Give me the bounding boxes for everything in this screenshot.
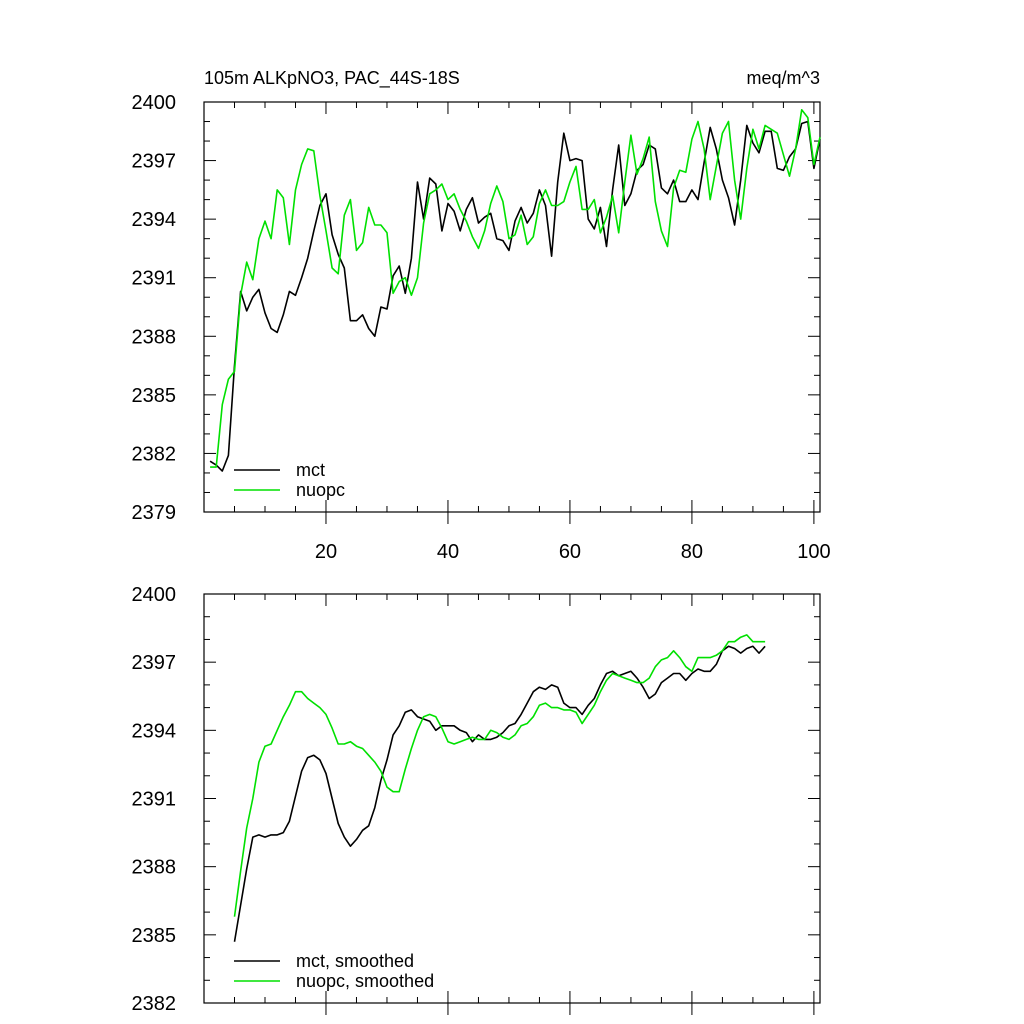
legend-label: nuopc: [296, 480, 345, 500]
y-tick-label: 2397: [132, 652, 177, 674]
legend-label: nuopc, smoothed: [296, 971, 434, 991]
y-tick-label: 2382: [132, 443, 177, 465]
y-tick-label: 2388: [132, 857, 177, 879]
y-tick-label: 2394: [132, 209, 177, 231]
top-raw-panel: 2379 2382 2385 2388 2391 2394 2397 2400 20 40 60 80…: [132, 92, 831, 563]
units-label: meq/m^3: [747, 68, 820, 88]
y-tick-label: 2400: [132, 584, 177, 606]
y-tick-label: 2391: [132, 268, 177, 290]
y-tick-label: 2379: [132, 502, 177, 524]
plot-frame: [203, 101, 821, 513]
y-tick-label: 2385: [132, 385, 177, 407]
series-line-mct: [233, 645, 766, 942]
x-tick-label: 20: [315, 541, 337, 563]
y-tick-label: 2391: [132, 789, 177, 811]
y-tick-label: 2397: [132, 151, 177, 173]
series-line-mct: [209, 120, 821, 472]
plot-frame: [203, 593, 821, 1004]
x-tick-label: 60: [559, 541, 581, 563]
series-line-nuopc: [233, 634, 766, 917]
y-tick-label: 2385: [132, 925, 177, 947]
y-tick-label: 2394: [132, 720, 177, 742]
legend-label: mct, smoothed: [296, 951, 414, 971]
legend-label: mct: [296, 460, 325, 480]
y-tick-label: 2382: [132, 993, 177, 1015]
x-tick-label: 100: [797, 541, 830, 563]
bottom-smoothed-panel: 2382 2385 2388 2391 2394 2397 2400 mct, smoothe…: [132, 584, 821, 1015]
y-tick-label: 2388: [132, 326, 177, 348]
x-tick-label: 80: [681, 541, 703, 563]
x-tick-label: 40: [437, 541, 459, 563]
series-line-nuopc: [210, 109, 821, 468]
y-tick-label: 2400: [132, 92, 177, 114]
figure-title: 105m ALKpNO3, PAC_44S-18S: [204, 68, 460, 89]
